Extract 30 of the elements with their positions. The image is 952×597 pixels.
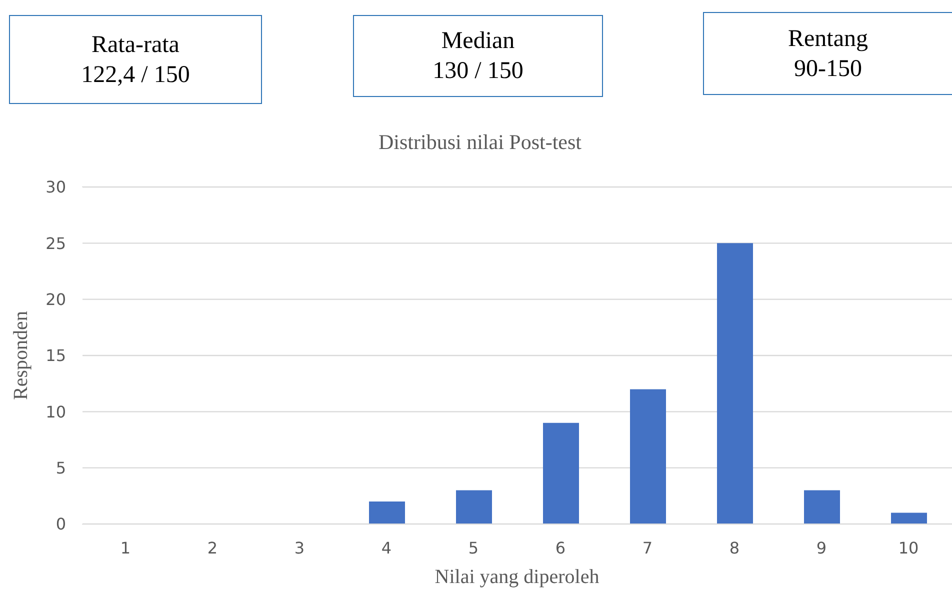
x-tick-label: 9: [816, 538, 827, 558]
x-tick-label: 4: [381, 538, 392, 558]
x-tick-label: 10: [898, 538, 919, 558]
x-tick-label: 5: [468, 538, 479, 558]
text-box: Median 130 / 150: [353, 15, 603, 97]
bar: [369, 502, 405, 524]
y-tick-label: 20: [46, 290, 66, 310]
y-axis-title: Responden: [10, 311, 32, 400]
bar: [456, 490, 492, 524]
y-tick-label: 15: [46, 346, 66, 366]
x-tick-label: 6: [555, 538, 566, 558]
y-tick-label: 30: [46, 178, 66, 197]
x-tick-label: 2: [207, 538, 218, 558]
x-tick-label: 3: [294, 538, 305, 558]
bar: [543, 422, 579, 524]
bar: [717, 243, 753, 524]
bar: [630, 389, 666, 524]
text-box: Rata-rata 122,4 / 150: [9, 15, 262, 104]
bar: [804, 490, 840, 524]
x-tick-label: 1: [120, 538, 131, 558]
x-axis-title: Nilai yang diperoleh: [434, 565, 600, 589]
x-tick-label: 8: [729, 538, 740, 558]
y-tick-label: 25: [46, 234, 66, 253]
x-tick-label: 7: [642, 538, 653, 558]
y-tick-label: 5: [56, 458, 66, 478]
chart-title: Distribusi nilai Post-test: [377, 130, 582, 155]
bar: [891, 512, 927, 524]
text-box: Rentang 90-150: [703, 12, 952, 95]
y-tick-label: 0: [56, 514, 66, 534]
y-tick-label: 10: [46, 402, 66, 422]
